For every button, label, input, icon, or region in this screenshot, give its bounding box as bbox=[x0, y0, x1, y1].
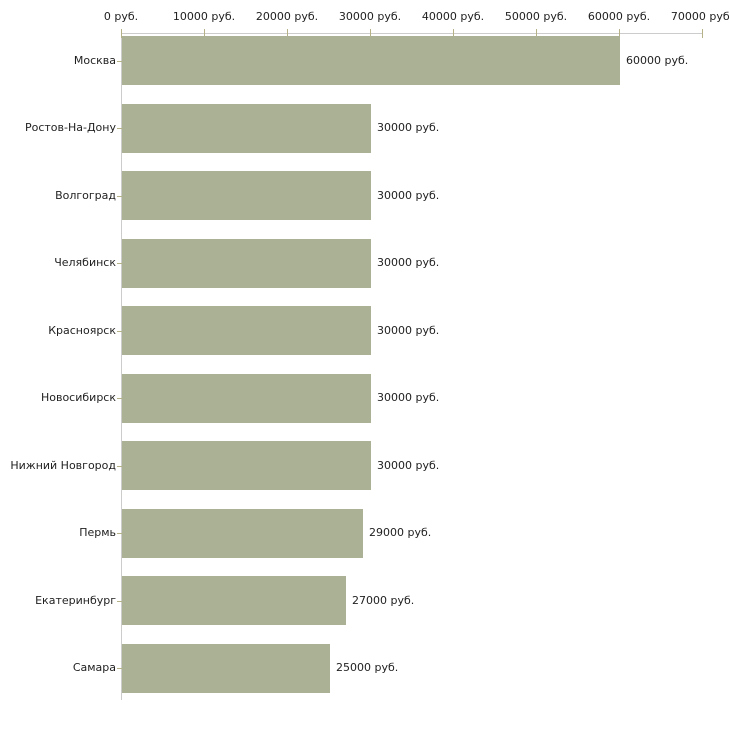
category-label: Новосибирск bbox=[40, 391, 116, 404]
x-axis-tick-label: 20000 руб. bbox=[255, 10, 319, 23]
bar bbox=[122, 171, 371, 220]
x-axis-tick-label: 70000 руб. bbox=[670, 10, 730, 23]
x-axis-tick bbox=[453, 29, 454, 38]
category-label: Пермь bbox=[79, 526, 116, 539]
y-axis-tick bbox=[117, 330, 126, 332]
x-axis-tick-label: 50000 руб. bbox=[504, 10, 568, 23]
category-label: Красноярск bbox=[48, 323, 116, 337]
bar bbox=[122, 441, 371, 490]
y-axis-tick bbox=[117, 263, 126, 264]
value-label: 30000 руб. bbox=[377, 323, 440, 337]
y-axis-tick bbox=[117, 600, 126, 602]
x-axis-tick bbox=[619, 29, 620, 38]
bar bbox=[122, 373, 371, 423]
y-axis-tick bbox=[117, 465, 126, 467]
value-label: 30000 руб. bbox=[377, 121, 440, 134]
value-label: 27000 руб. bbox=[352, 593, 415, 607]
category-label: Ростов-На-Дону bbox=[24, 121, 116, 134]
value-label: 29000 руб. bbox=[369, 526, 432, 539]
bar bbox=[122, 508, 363, 558]
y-axis-tick bbox=[117, 128, 126, 129]
value-label: 30000 руб. bbox=[377, 188, 440, 202]
x-axis-tick bbox=[702, 29, 703, 38]
bar bbox=[122, 576, 346, 625]
bar bbox=[122, 36, 620, 85]
y-axis-tick bbox=[117, 533, 126, 534]
x-axis-tick-label: 60000 руб. bbox=[587, 10, 651, 23]
x-axis-line bbox=[121, 33, 703, 34]
category-label: Москва bbox=[73, 53, 116, 67]
value-label: 30000 руб. bbox=[377, 256, 440, 269]
category-label: Челябинск bbox=[54, 256, 116, 269]
y-axis-tick bbox=[117, 195, 126, 197]
value-label: 60000 руб. bbox=[626, 53, 689, 67]
x-axis-tick-label: 40000 руб. bbox=[421, 10, 485, 23]
y-axis-line bbox=[121, 33, 122, 700]
bar bbox=[122, 643, 330, 693]
x-axis-tick-label: 0 руб. bbox=[103, 10, 139, 23]
bar bbox=[122, 306, 371, 355]
x-axis-tick bbox=[121, 29, 122, 38]
y-axis-tick bbox=[117, 398, 126, 399]
x-axis-tick-label: 10000 руб. bbox=[172, 10, 236, 23]
x-axis-tick bbox=[536, 29, 537, 38]
y-axis-tick bbox=[117, 60, 126, 62]
value-label: 25000 руб. bbox=[336, 661, 399, 674]
value-label: 30000 руб. bbox=[377, 458, 440, 472]
x-axis-tick bbox=[204, 29, 205, 38]
y-axis-tick bbox=[117, 668, 126, 669]
category-label: Самара bbox=[72, 661, 116, 674]
category-label: Волгоград bbox=[55, 188, 116, 202]
category-label: Екатеринбург bbox=[35, 593, 116, 607]
value-label: 30000 руб. bbox=[377, 391, 440, 404]
bar bbox=[122, 103, 371, 153]
x-axis-tick bbox=[370, 29, 371, 38]
bar bbox=[122, 238, 371, 288]
x-axis-tick bbox=[287, 29, 288, 38]
category-label: Нижний Новгород bbox=[10, 458, 116, 472]
x-axis-tick-label: 30000 руб. bbox=[338, 10, 402, 23]
